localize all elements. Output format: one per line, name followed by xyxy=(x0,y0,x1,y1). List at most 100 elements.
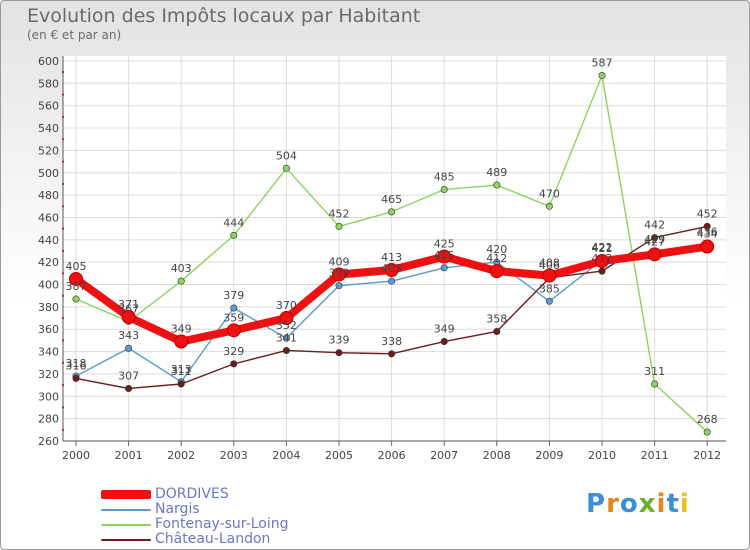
y-tick-label: 520 xyxy=(38,144,59,157)
x-tick-label: 2000 xyxy=(62,449,90,462)
logo-letter: x xyxy=(638,489,657,519)
data-label-fontenay-sur-loing: 485 xyxy=(434,171,455,184)
data-point-nargis xyxy=(388,277,396,285)
data-point-dordives xyxy=(279,311,294,326)
data-label-fontenay-sur-loing: 465 xyxy=(381,193,402,206)
data-point-fontenay-sur-loing xyxy=(440,186,448,194)
legend-swatch-nargis xyxy=(101,508,151,511)
data-point-dordives xyxy=(332,267,346,282)
x-tick-label: 2005 xyxy=(325,449,353,462)
data-point-ch-teau-landon xyxy=(388,350,396,358)
x-tick-label: 2008 xyxy=(483,449,511,462)
legend-item-dordives: DORDIVES xyxy=(101,487,289,502)
y-tick-label: 500 xyxy=(38,167,59,180)
x-tick-label: 2009 xyxy=(535,449,563,462)
data-point-ch-teau-landon xyxy=(335,349,343,357)
y-tick-label: 460 xyxy=(38,211,59,224)
y-tick-label: 400 xyxy=(38,279,59,292)
data-label-nargis: 343 xyxy=(118,329,139,342)
logo-letter: t xyxy=(666,489,680,519)
y-tick-label: 280 xyxy=(38,413,59,426)
data-label-fontenay-sur-loing: 470 xyxy=(539,187,560,200)
data-label-dordives: 370 xyxy=(276,299,297,312)
data-label-nargis: 385 xyxy=(539,282,560,295)
y-tick-label: 420 xyxy=(38,256,59,269)
data-point-fontenay-sur-loing xyxy=(545,202,553,210)
data-label-dordives: 349 xyxy=(171,323,192,336)
data-label-ch-teau-landon: 406 xyxy=(539,259,560,272)
data-point-fontenay-sur-loing xyxy=(493,181,501,189)
data-label-fontenay-sur-loing: 311 xyxy=(644,365,665,378)
data-point-ch-teau-landon xyxy=(651,234,659,242)
x-tick-label: 2007 xyxy=(430,449,458,462)
legend-label-nargis: Nargis xyxy=(155,501,200,517)
y-tick-label: 380 xyxy=(38,301,59,314)
legend-label-ch-teau-landon: Château-Landon xyxy=(155,531,271,547)
data-point-nargis xyxy=(282,334,290,342)
legend-swatch-fontenay-sur-loing xyxy=(101,523,151,526)
data-label-ch-teau-landon: 442 xyxy=(644,219,665,232)
data-point-dordives xyxy=(542,268,557,283)
data-label-fontenay-sur-loing: 587 xyxy=(592,57,613,70)
data-label-fontenay-sur-loing: 403 xyxy=(171,262,192,275)
data-point-fontenay-sur-loing xyxy=(335,222,343,230)
y-tick-label: 580 xyxy=(38,77,59,90)
data-label-dordives: 421 xyxy=(592,242,613,255)
legend-item-ch-teau-landon: Château-Landon xyxy=(101,532,289,547)
x-tick-label: 2003 xyxy=(220,449,248,462)
y-tick-label: 440 xyxy=(38,234,59,247)
data-point-fontenay-sur-loing xyxy=(598,72,606,80)
data-label-ch-teau-landon: 339 xyxy=(329,334,350,347)
data-label-dordives: 427 xyxy=(644,235,665,248)
data-label-nargis: 379 xyxy=(223,289,244,302)
data-label-dordives: 359 xyxy=(223,311,244,324)
data-label-nargis: 313 xyxy=(171,363,192,376)
data-label-nargis: 420 xyxy=(486,243,507,256)
data-label-dordives: 413 xyxy=(381,251,402,264)
x-tick-label: 2004 xyxy=(272,449,300,462)
data-label-fontenay-sur-loing: 452 xyxy=(329,207,350,220)
data-label-dordives: 371 xyxy=(118,298,139,311)
data-point-ch-teau-landon xyxy=(493,327,501,335)
y-tick-label: 260 xyxy=(38,435,59,448)
legend-swatch-dordives xyxy=(101,490,151,499)
y-tick-label: 560 xyxy=(38,100,59,113)
x-tick-label: 2010 xyxy=(588,449,616,462)
data-point-ch-teau-landon xyxy=(598,267,606,275)
legend-item-nargis: Nargis xyxy=(101,502,289,517)
data-label-dordives: 405 xyxy=(66,260,87,273)
data-point-dordives xyxy=(69,271,83,286)
data-point-ch-teau-landon xyxy=(440,338,448,346)
chart-title: Evolution des Impôts locaux par Habitant xyxy=(27,5,421,27)
data-point-nargis xyxy=(440,264,448,272)
logo-letter: o xyxy=(619,489,639,519)
data-point-fontenay-sur-loing xyxy=(703,428,711,436)
y-tick-label: 480 xyxy=(38,189,59,202)
data-label-fontenay-sur-loing: 387 xyxy=(66,280,87,293)
data-label-fontenay-sur-loing: 268 xyxy=(697,413,718,426)
chart-subtitle: (en € et par an) xyxy=(27,28,122,42)
data-point-dordives xyxy=(226,323,241,338)
legend-item-fontenay-sur-loing: Fontenay-sur-Loing xyxy=(101,517,289,532)
x-tick-label: 2006 xyxy=(378,449,406,462)
logo-letter: i xyxy=(679,489,690,519)
legend-swatch-ch-teau-landon xyxy=(101,538,151,541)
logo-letter: r xyxy=(606,489,620,519)
data-point-fontenay-sur-loing xyxy=(651,380,659,388)
data-point-dordives xyxy=(647,247,662,262)
data-label-nargis: 422 xyxy=(592,241,613,254)
data-label-fontenay-sur-loing: 489 xyxy=(486,166,507,179)
proxiti-logo: Proxiti xyxy=(586,489,690,519)
data-label-fontenay-sur-loing: 504 xyxy=(276,149,297,162)
x-tick-label: 2001 xyxy=(115,449,143,462)
legend-label-dordives: DORDIVES xyxy=(155,486,229,502)
data-point-fontenay-sur-loing xyxy=(282,164,290,172)
data-point-ch-teau-landon xyxy=(125,384,133,392)
data-point-ch-teau-landon xyxy=(703,222,711,230)
data-point-nargis xyxy=(545,297,553,305)
data-label-nargis: 403 xyxy=(381,262,402,275)
y-tick-label: 600 xyxy=(38,55,59,68)
data-point-dordives xyxy=(437,249,452,264)
